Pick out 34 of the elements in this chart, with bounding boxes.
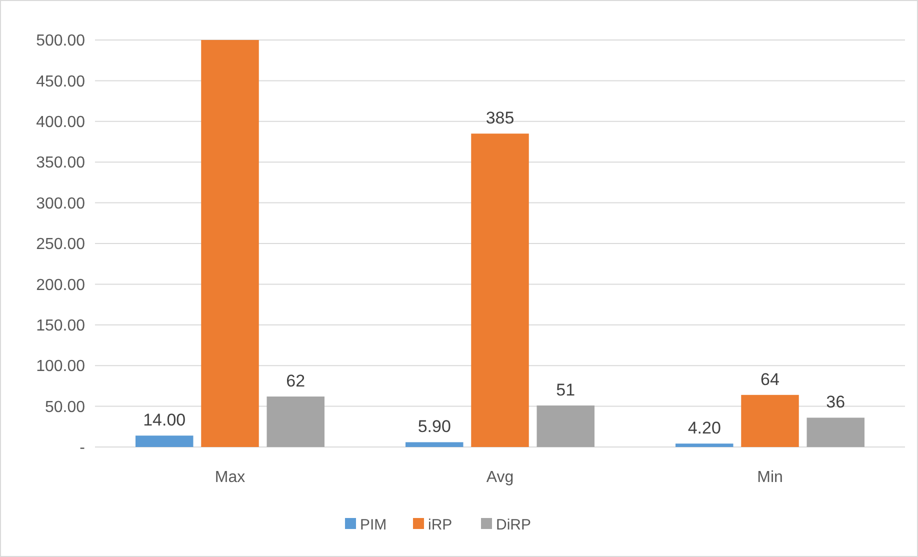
data-label: 36 (826, 392, 846, 412)
bar (266, 396, 324, 447)
x-tick-label: Min (757, 469, 783, 486)
data-label: 385 (486, 108, 514, 128)
y-tick-label: 200.00 (36, 276, 86, 294)
y-tick-label: 500.00 (36, 32, 86, 50)
y-tick-label: 150.00 (36, 318, 86, 334)
legend-label: PIM (360, 516, 387, 534)
data-label: 5.90 (418, 417, 451, 436)
legend-label: iRP (428, 516, 452, 534)
bar (676, 444, 734, 447)
y-tick-label: - (80, 440, 85, 457)
data-label: 64 (760, 370, 780, 389)
bar (201, 40, 259, 447)
bar (136, 436, 194, 447)
data-label: 4.20 (688, 418, 721, 438)
y-tick-label: 450.00 (36, 73, 86, 90)
y-tick-label: 300.00 (36, 195, 86, 212)
bar (406, 442, 464, 447)
x-tick-label: Avg (486, 469, 514, 486)
bar (536, 405, 594, 447)
data-label: 51 (556, 380, 576, 400)
y-tick-label: 250.00 (36, 236, 86, 254)
x-tick-label: Max (214, 469, 246, 486)
data-label: 14.00 (143, 410, 186, 430)
bar (471, 134, 529, 447)
y-tick-label: 350.00 (36, 154, 86, 172)
bar (806, 418, 864, 447)
legend-label: DiRP (496, 516, 532, 534)
data-label: 62 (286, 372, 306, 391)
y-tick-label: 50.00 (44, 398, 86, 416)
bar (741, 394, 799, 447)
y-tick-label: 100.00 (36, 358, 86, 376)
y-tick-label: 400.00 (36, 114, 86, 131)
